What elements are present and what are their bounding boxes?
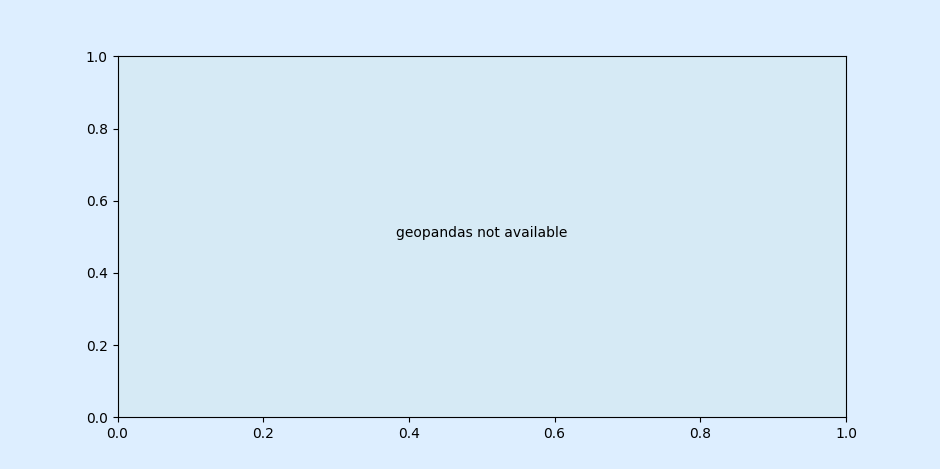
Text: geopandas not available: geopandas not available: [396, 226, 568, 240]
